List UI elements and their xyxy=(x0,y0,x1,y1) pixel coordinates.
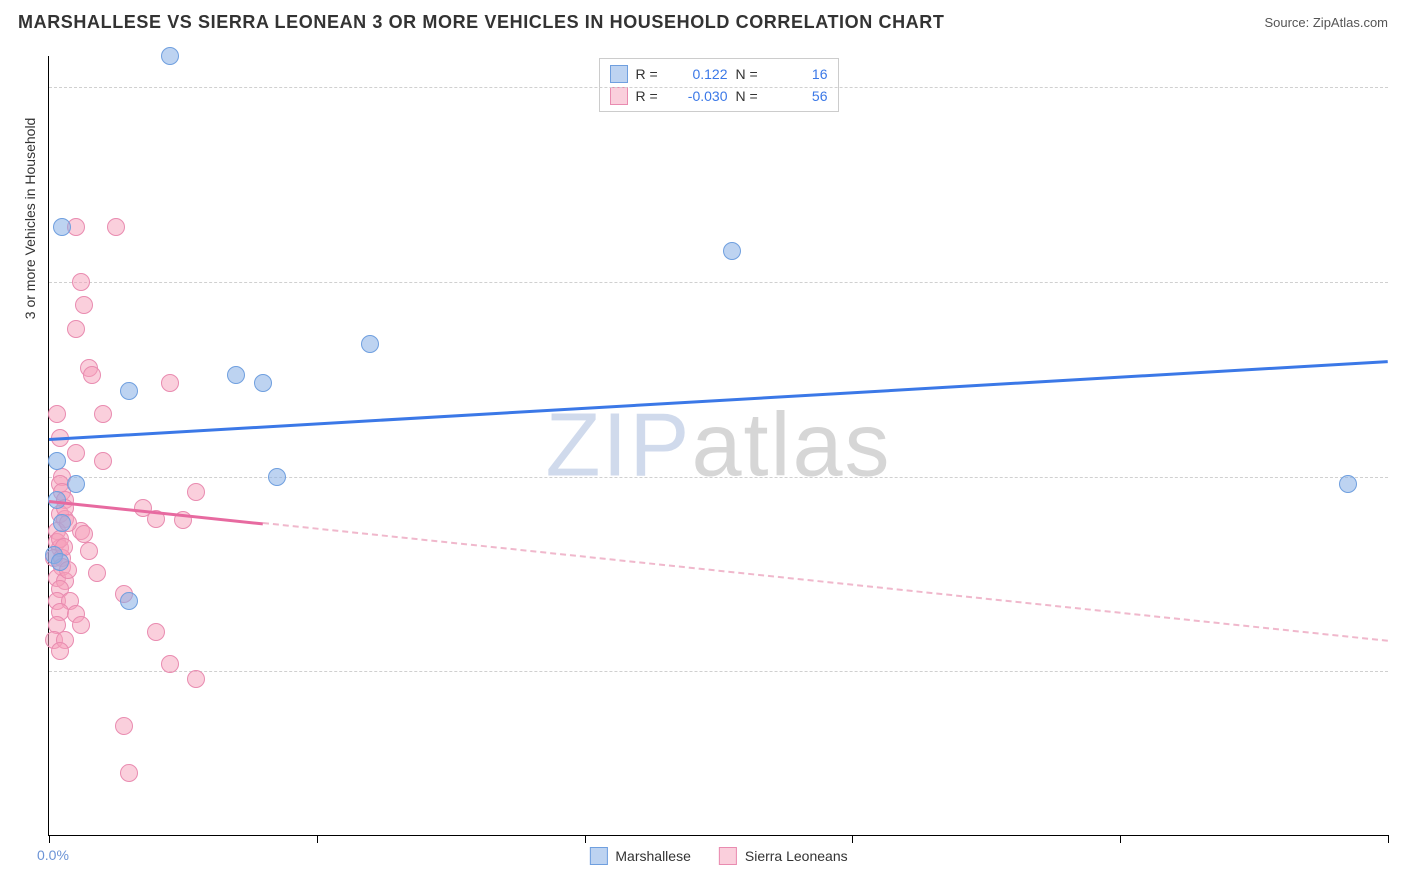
data-point-marshallese xyxy=(48,452,66,470)
data-point-marshallese xyxy=(1339,475,1357,493)
swatch-sierra xyxy=(719,847,737,865)
data-point-sierra xyxy=(67,444,85,462)
r-value-sierra: -0.030 xyxy=(672,85,728,107)
gridline xyxy=(49,671,1388,672)
gridline xyxy=(49,477,1388,478)
swatch-marshallese xyxy=(589,847,607,865)
data-point-marshallese xyxy=(53,218,71,236)
legend-row-sierra: R = -0.030 N = 56 xyxy=(610,85,828,107)
data-point-marshallese xyxy=(161,47,179,65)
x-tick xyxy=(1388,835,1389,843)
x-tick xyxy=(49,835,50,843)
data-point-marshallese xyxy=(120,592,138,610)
n-value-marshallese: 16 xyxy=(772,63,828,85)
data-point-sierra xyxy=(67,320,85,338)
data-point-sierra xyxy=(75,296,93,314)
r-value-marshallese: 0.122 xyxy=(672,63,728,85)
data-point-sierra xyxy=(94,405,112,423)
swatch-sierra xyxy=(610,87,628,105)
n-label: N = xyxy=(736,63,764,85)
data-point-sierra xyxy=(147,623,165,641)
gridline xyxy=(49,87,1388,88)
x-tick xyxy=(585,835,586,843)
data-point-sierra xyxy=(83,366,101,384)
data-point-sierra xyxy=(120,764,138,782)
y-axis-title: 3 or more Vehicles in Household xyxy=(22,118,38,320)
data-point-sierra xyxy=(80,542,98,560)
watermark: ZIPatlas xyxy=(545,394,891,497)
legend-series: Marshallese Sierra Leoneans xyxy=(589,847,847,865)
plot-area: ZIPatlas R = 0.122 N = 16 R = -0.030 N =… xyxy=(48,56,1388,836)
legend-correlation: R = 0.122 N = 16 R = -0.030 N = 56 xyxy=(599,58,839,112)
legend-label-marshallese: Marshallese xyxy=(615,848,690,864)
legend-item-marshallese: Marshallese xyxy=(589,847,690,865)
data-point-sierra xyxy=(187,670,205,688)
data-point-sierra xyxy=(94,452,112,470)
data-point-marshallese xyxy=(53,514,71,532)
x-tick xyxy=(317,835,318,843)
data-point-sierra xyxy=(51,642,69,660)
x-axis-min-label: 0.0% xyxy=(37,847,69,863)
data-point-marshallese xyxy=(51,553,69,571)
data-point-marshallese xyxy=(67,475,85,493)
data-point-marshallese xyxy=(723,242,741,260)
chart-title: MARSHALLESE VS SIERRA LEONEAN 3 OR MORE … xyxy=(18,12,944,33)
data-point-sierra xyxy=(161,374,179,392)
chart-source: Source: ZipAtlas.com xyxy=(1264,15,1388,30)
trend-line xyxy=(49,360,1388,441)
data-point-sierra xyxy=(161,655,179,673)
data-point-marshallese xyxy=(120,382,138,400)
data-point-marshallese xyxy=(361,335,379,353)
data-point-sierra xyxy=(107,218,125,236)
legend-row-marshallese: R = 0.122 N = 16 xyxy=(610,63,828,85)
data-point-sierra xyxy=(115,717,133,735)
data-point-marshallese xyxy=(227,366,245,384)
watermark-atlas: atlas xyxy=(691,395,891,495)
trend-line xyxy=(263,522,1388,642)
data-point-sierra xyxy=(187,483,205,501)
data-point-sierra xyxy=(48,405,66,423)
x-tick xyxy=(1120,835,1121,843)
legend-label-sierra: Sierra Leoneans xyxy=(745,848,848,864)
data-point-marshallese xyxy=(254,374,272,392)
data-point-sierra xyxy=(88,564,106,582)
n-label: N = xyxy=(736,85,764,107)
x-tick xyxy=(852,835,853,843)
legend-item-sierra: Sierra Leoneans xyxy=(719,847,848,865)
data-point-marshallese xyxy=(268,468,286,486)
data-point-sierra xyxy=(72,616,90,634)
data-point-sierra xyxy=(75,525,93,543)
gridline xyxy=(49,282,1388,283)
r-label: R = xyxy=(636,63,664,85)
data-point-sierra xyxy=(72,273,90,291)
n-value-sierra: 56 xyxy=(772,85,828,107)
swatch-marshallese xyxy=(610,65,628,83)
r-label: R = xyxy=(636,85,664,107)
